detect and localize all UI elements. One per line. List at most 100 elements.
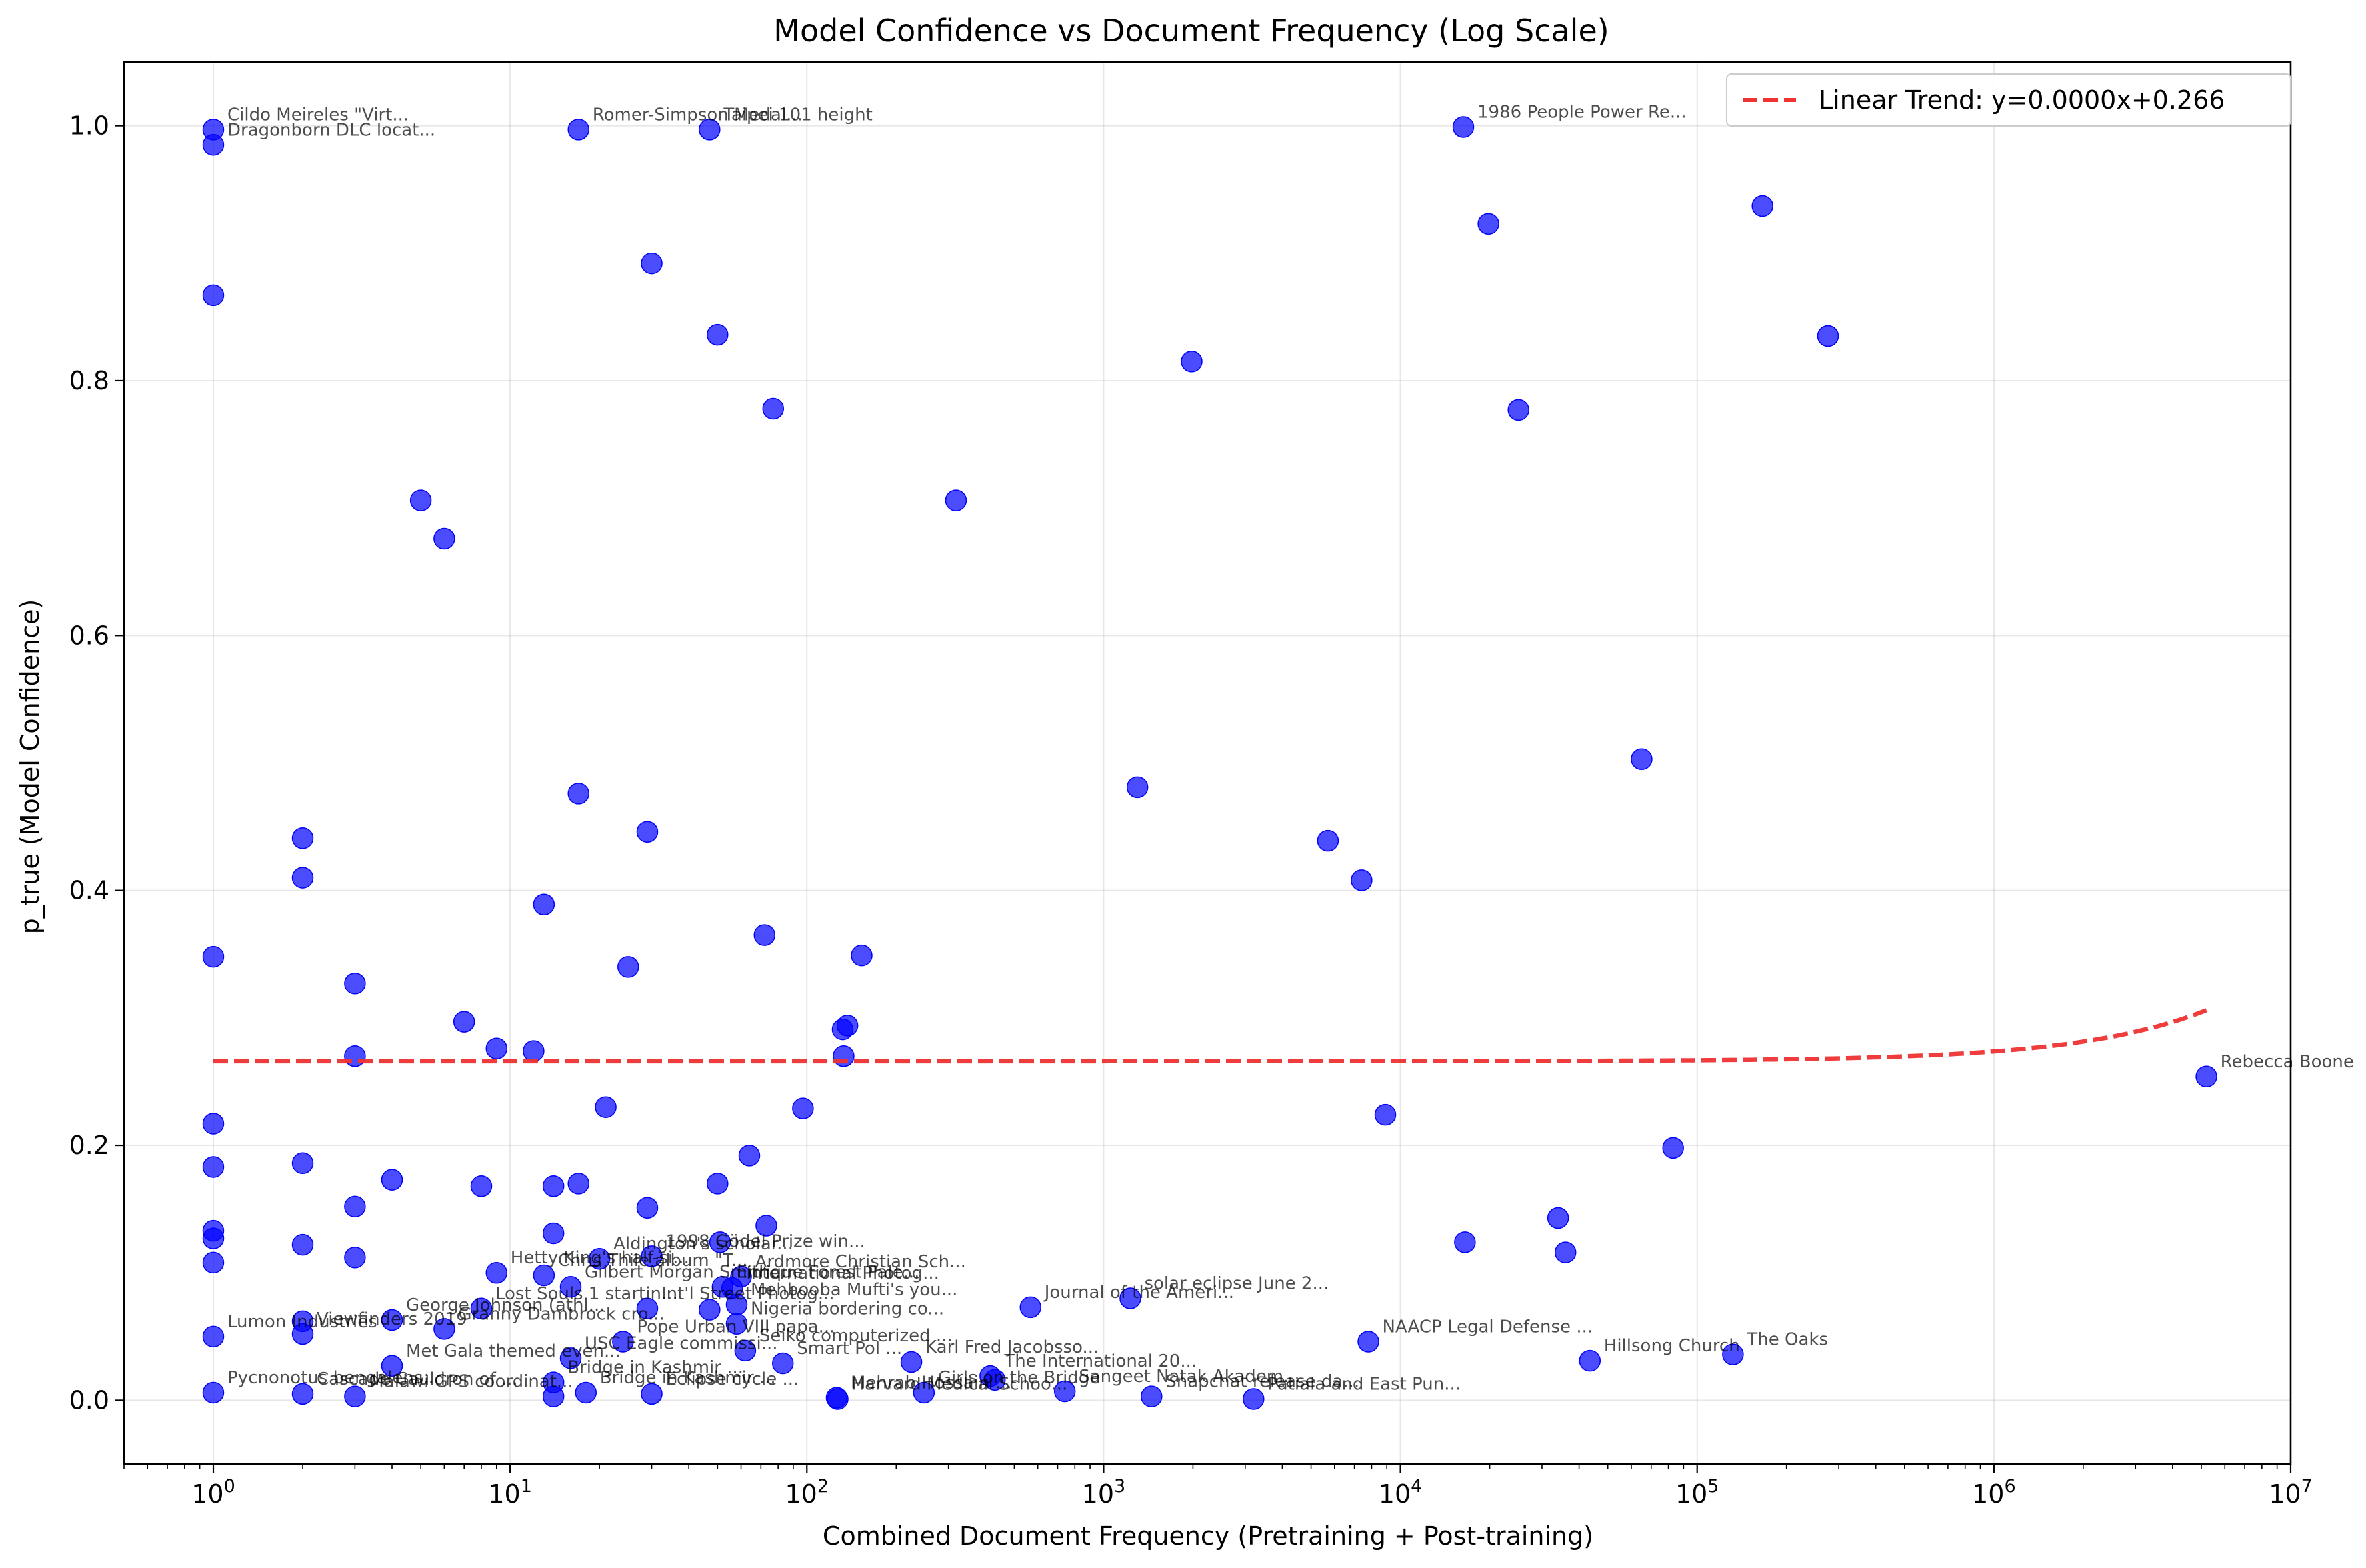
trend-line-layer: [213, 1008, 2207, 1064]
data-point: [1351, 869, 1373, 891]
data-point: [636, 1197, 659, 1219]
point-label: Lost Souls 1 startin...: [495, 1284, 678, 1304]
data-point: [533, 1264, 555, 1287]
point-label: Viewfinders 2019: [317, 1309, 467, 1329]
data-point: [202, 1325, 225, 1348]
y-tick-label: 0.0: [69, 1385, 109, 1415]
data-point: [1374, 1103, 1397, 1126]
data-point: [1751, 195, 1773, 217]
point-label: Sangeet Natak Akadem...: [1079, 1367, 1300, 1387]
data-point: [1547, 1207, 1569, 1229]
point-label: Lumon Industries: [227, 1312, 377, 1332]
data-point: [595, 1096, 617, 1118]
data-point: [533, 893, 555, 915]
data-point: [567, 1173, 589, 1195]
point-label: Malawi GPS coordinat...: [369, 1372, 573, 1392]
data-point: [900, 1351, 923, 1373]
data-point: [1317, 829, 1339, 852]
data-point: [1126, 776, 1149, 799]
point-label: Gilbert Morgan Smith...: [585, 1262, 787, 1282]
x-tick-label: 101: [488, 1476, 532, 1509]
point-label: Hillsong Church: [1604, 1336, 1740, 1356]
legend-box: [1726, 73, 2291, 127]
data-points: [202, 116, 2217, 1410]
data-point: [381, 1309, 403, 1331]
legend-trend-label: Linear Trend: y=0.0000x+0.266: [1819, 85, 2225, 115]
point-label: The International 20...: [1003, 1351, 1197, 1371]
point-label: Granny Dambrock cro...: [458, 1304, 664, 1324]
data-point: [1119, 1287, 1141, 1309]
point-label: Seiko computerized ...: [759, 1326, 953, 1346]
point-label: International Photog...: [746, 1263, 939, 1283]
data-point: [612, 1331, 634, 1353]
data-point: [470, 1297, 493, 1320]
data-point: [762, 397, 785, 420]
point-label: 1998 Gödel Prize win...: [666, 1231, 865, 1251]
data-point: [291, 867, 314, 889]
data-point: [836, 1015, 859, 1037]
point-label: Cascade Cauldron of ...: [317, 1369, 518, 1389]
data-point: [291, 1323, 314, 1345]
data-point: [913, 1381, 935, 1404]
point-label: Journal of the Ameri...: [1043, 1283, 1234, 1303]
data-point: [792, 1097, 814, 1119]
data-point: [202, 1381, 225, 1404]
x-tick-label: 102: [785, 1476, 829, 1509]
data-point: [1181, 351, 1203, 373]
data-point: [202, 284, 225, 307]
point-annotations: Cildo Meireles "Virt...Dragonborn DLC lo…: [227, 103, 2354, 1395]
data-point: [2195, 1065, 2217, 1088]
y-tick-label: 0.8: [69, 366, 109, 395]
point-label: Ardmore Christian Sch...: [755, 1252, 966, 1272]
data-point: [485, 1261, 508, 1284]
data-point: [542, 1385, 565, 1407]
point-label: Snapchat release da...: [1165, 1372, 1359, 1392]
point-label: Dragonborn DLC locat...: [227, 120, 435, 140]
chart-title: Model Confidence vs Document Frequency (…: [773, 13, 1609, 49]
point-label: Smart Pol ...: [797, 1339, 902, 1359]
data-point: [1662, 1137, 1684, 1159]
data-point: [433, 527, 455, 550]
data-point: [1579, 1349, 1601, 1372]
data-point: [344, 972, 366, 995]
legend: Linear Trend: y=0.0000x+0.266: [1726, 73, 2291, 127]
data-point: [709, 1231, 731, 1253]
data-point: [755, 1215, 777, 1237]
data-point: [542, 1175, 565, 1197]
data-point: [984, 1369, 1006, 1391]
x-axis: 100 101 102 103 104 105 106 107: [123, 1464, 2313, 1509]
point-label: Enrique Forest Pale...: [737, 1262, 920, 1282]
data-point: [1631, 748, 1653, 771]
y-tick-label: 0.2: [69, 1131, 109, 1160]
y-tick-label: 1.0: [69, 111, 109, 141]
data-point: [725, 1313, 748, 1335]
data-point: [1722, 1343, 1744, 1365]
data-point: [344, 1195, 366, 1218]
x-tick-label: 104: [1379, 1476, 1423, 1509]
data-point: [485, 1037, 508, 1059]
data-point: [641, 252, 663, 275]
data-point: [1141, 1385, 1163, 1407]
data-point: [575, 1381, 597, 1404]
point-label: Bridge in Kashmir ...: [567, 1358, 743, 1378]
data-point: [381, 1355, 403, 1377]
point-label: NAACP Legal Defense ...: [1383, 1317, 1593, 1337]
point-label: Int'l Street Photog...: [661, 1284, 835, 1304]
point-label: Hetty King's half-si...: [511, 1248, 689, 1268]
x-tick-label: 107: [2269, 1476, 2313, 1509]
data-point: [559, 1347, 582, 1369]
data-point: [202, 1227, 225, 1249]
data-point: [202, 945, 225, 968]
data-point: [1507, 399, 1529, 421]
y-axis: 0.0 0.2 0.4 0.6 0.8 1.0: [69, 111, 124, 1415]
data-point: [470, 1175, 493, 1197]
data-point: [1243, 1388, 1265, 1410]
point-label: George Johnson (athl...: [406, 1295, 605, 1315]
data-point: [567, 119, 589, 141]
point-label: Rebecca Boone: [2221, 1052, 2354, 1072]
y-axis-label: p_true (Model Confidence): [15, 599, 45, 935]
data-point: [291, 1383, 314, 1405]
data-point: [1477, 213, 1499, 235]
